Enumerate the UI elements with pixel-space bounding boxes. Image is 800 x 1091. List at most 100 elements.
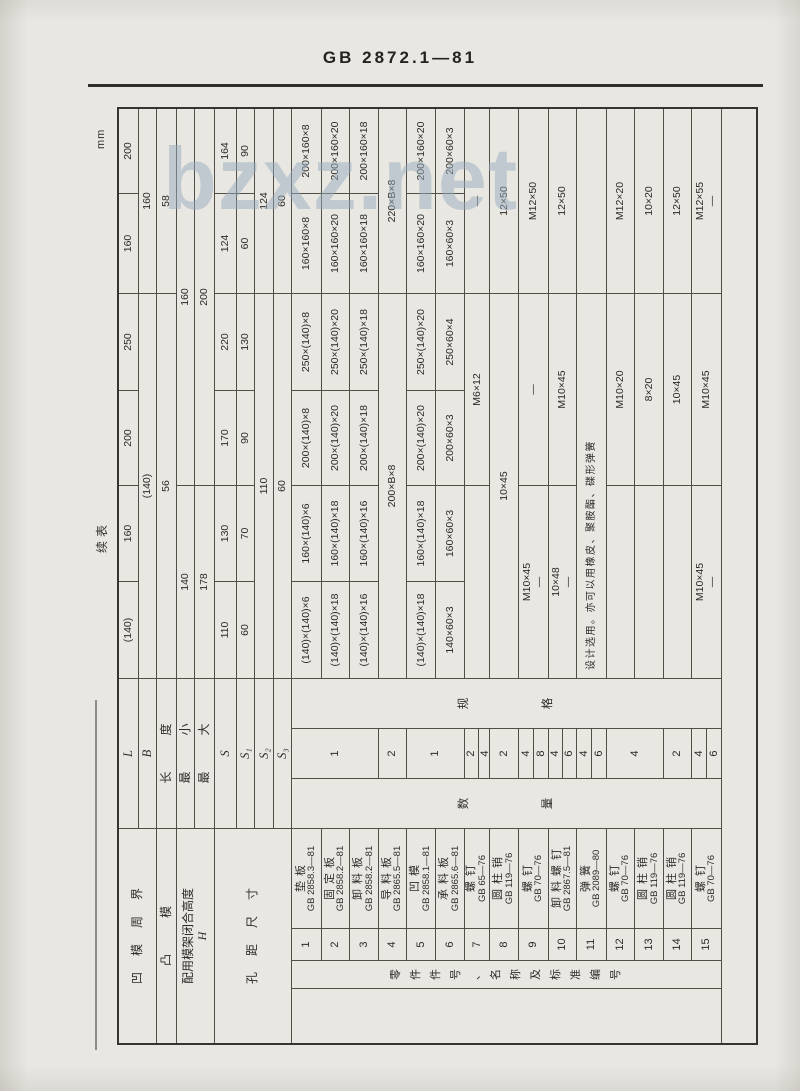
- table-cell: 200×160×20: [322, 109, 350, 193]
- table-cell: 130: [215, 485, 237, 581]
- part-number: 15: [692, 928, 722, 960]
- part-name: 圆柱销 GB 119—76: [490, 828, 519, 928]
- table-cell: 160×(140)×6: [292, 485, 322, 581]
- row-label-die-perimeter: 凹模周界: [119, 828, 157, 1043]
- table-cell: M10×45—: [519, 485, 549, 678]
- unit-label: mm: [95, 128, 107, 149]
- table-cell: 178: [195, 485, 215, 678]
- table-cell: M12×55—: [692, 109, 722, 293]
- part-name: 圆柱销 GB 119—76: [664, 828, 692, 928]
- parts-dimension-table: 凹模周界 L B 凸模 长度 配用模架闭合高度 H 最小 最大 孔距尺寸 S S₁ S₂ S₃ (140) 1…: [117, 107, 758, 1045]
- table-cell: 164: [215, 109, 237, 193]
- row-label-length: 长度: [157, 678, 177, 828]
- row-label-S1: S₁: [237, 678, 255, 828]
- standard-number-header: GB 2872.1—81: [322, 48, 478, 67]
- quantity-cell: 2: [379, 728, 407, 778]
- row-label-B: B: [139, 678, 157, 828]
- row-label-S2: S₂: [255, 678, 274, 828]
- table-cell: 200: [119, 390, 139, 485]
- table-cell: (140): [139, 293, 157, 678]
- table-cell: 200×(140)×8: [292, 390, 322, 485]
- table-cell: 200×B×8: [379, 293, 407, 678]
- table-cell: 60: [274, 109, 292, 293]
- table-cell: 250×60×4: [436, 293, 465, 390]
- table-cell: 60: [237, 581, 255, 678]
- part-name: 导料板 GB 2865.5—81: [379, 828, 407, 928]
- table-cell: 60: [237, 193, 255, 293]
- part-number: 5: [407, 928, 436, 960]
- table-cell: M10×45: [692, 293, 722, 485]
- part-number: 3: [350, 928, 379, 960]
- table-cell: M10×20: [607, 293, 635, 485]
- spring-note: 设计选用。亦可以用橡皮、聚胺酯、碟形弹簧: [577, 293, 607, 678]
- table-cell: 200×160×8: [292, 109, 322, 193]
- part-name: 弹簧 GB 2089—80: [577, 828, 607, 928]
- part-name: 螺钉 GB 70—76: [607, 828, 635, 928]
- part-number: 6: [436, 928, 465, 960]
- table-cell: [577, 109, 607, 293]
- table-cell: (140): [119, 581, 139, 678]
- part-name: 螺钉 GB 65—76: [465, 828, 490, 928]
- rotated-table-region: 续表 mm 凹模周界 L B 凸模 长度 配用模架闭合高度 H 最小 最大 孔距尺寸 S S₁ S₂ S₃…: [95, 107, 760, 1045]
- table-cell: M12×50: [519, 109, 549, 293]
- part-name: 螺钉 GB 70—76: [692, 828, 722, 928]
- table-cell: 12×50: [490, 109, 519, 293]
- table-cell: 110: [215, 581, 237, 678]
- part-number: 1: [292, 928, 322, 960]
- part-name: 凹模 GB 2858.1—81: [407, 828, 436, 928]
- table-cell: 160: [119, 193, 139, 293]
- part-number: 13: [635, 928, 664, 960]
- table-cell: 160: [119, 485, 139, 581]
- left-margin-cell: [292, 988, 722, 1043]
- table-cell: 12×50: [664, 109, 692, 293]
- part-name: 承料板 GB 2865.6—81: [436, 828, 465, 928]
- table-cell: 220×B×8: [379, 109, 407, 293]
- table-cell: 200×60×3: [436, 390, 465, 485]
- part-number: 10: [549, 928, 577, 960]
- part-number: 12: [607, 928, 635, 960]
- row-label-die-set-height: 配用模架闭合高度 H: [177, 828, 215, 1043]
- part-number: 8: [490, 928, 519, 960]
- page-margin-line: [95, 700, 97, 1050]
- table-cell: M10×45: [549, 293, 577, 485]
- table-cell: 160×160×18: [350, 193, 379, 293]
- table-cell: 160×(140)×18: [322, 485, 350, 581]
- table-cell: 10×45: [664, 293, 692, 485]
- table-cell: [607, 485, 635, 678]
- part-name: 圆柱销 GB 119—76: [635, 828, 664, 928]
- table-cell: (140)×(140)×18: [407, 581, 436, 678]
- logical-table: 续表 mm 凹模周界 L B 凸模 长度 配用模架闭合高度 H 最小 最大 孔距尺寸 S S₁ S₂ S₃…: [95, 107, 758, 1045]
- table-cell: 250×(140)×8: [292, 293, 322, 390]
- table-cell: 250×(140)×18: [350, 293, 379, 390]
- table-cell: 160×160×20: [407, 193, 436, 293]
- table-cell: 160: [177, 109, 195, 485]
- table-cell: 90: [237, 109, 255, 193]
- row-label-L: L: [119, 678, 139, 828]
- part-number: 7: [465, 928, 490, 960]
- table-cell: 200×60×3: [436, 109, 465, 193]
- table-cell: —: [519, 293, 549, 485]
- part-number: 14: [664, 928, 692, 960]
- table-cell: 200×160×20: [407, 109, 436, 193]
- part-number: 9: [519, 928, 549, 960]
- table-cell: (140)×(140)×18: [322, 581, 350, 678]
- continued-table-label: 续表: [95, 520, 109, 553]
- table-cell: 160×160×20: [322, 193, 350, 293]
- quantity-cell: 2: [490, 728, 519, 778]
- table-cell: 160: [139, 109, 157, 293]
- table-cell: 70: [237, 485, 255, 581]
- table-cell: 220: [215, 293, 237, 390]
- row-label-S: S: [215, 678, 237, 828]
- table-cell: M6×12: [465, 293, 490, 485]
- table-cell: (140)×(140)×16: [350, 581, 379, 678]
- table-cell: (140)×(140)×6: [292, 581, 322, 678]
- table-cell: 58: [157, 109, 177, 293]
- table-cell: 12×50: [549, 109, 577, 293]
- part-name: 垫板 GB 2858.3—81: [292, 828, 322, 928]
- table-cell: 160×(140)×16: [350, 485, 379, 581]
- table-cell: M12×20: [607, 109, 635, 293]
- part-name: 固定板 GB 2858.2—81: [322, 828, 350, 928]
